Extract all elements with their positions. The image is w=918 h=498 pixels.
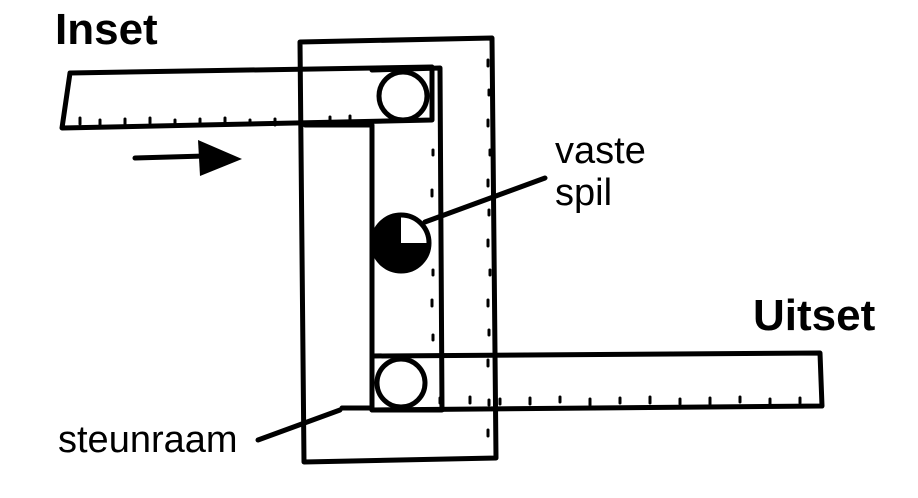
upper-joint-pin (376, 69, 430, 123)
fixed-pivot (370, 212, 432, 274)
frame-label: steunraam (58, 419, 238, 461)
input-label: Inset (55, 5, 158, 54)
pivot-label-line1: vaste (555, 130, 646, 172)
lower-joint-pin (374, 356, 428, 410)
frame-leader-line (255, 407, 343, 443)
pivot-label-line2: spil (555, 172, 613, 214)
motion-arrow-icon (132, 140, 242, 176)
input-arm (59, 64, 435, 131)
support-frame (297, 35, 499, 465)
output-label: Uitset (753, 291, 876, 340)
pivot-leader-line (422, 175, 548, 225)
output-arm (369, 350, 825, 413)
